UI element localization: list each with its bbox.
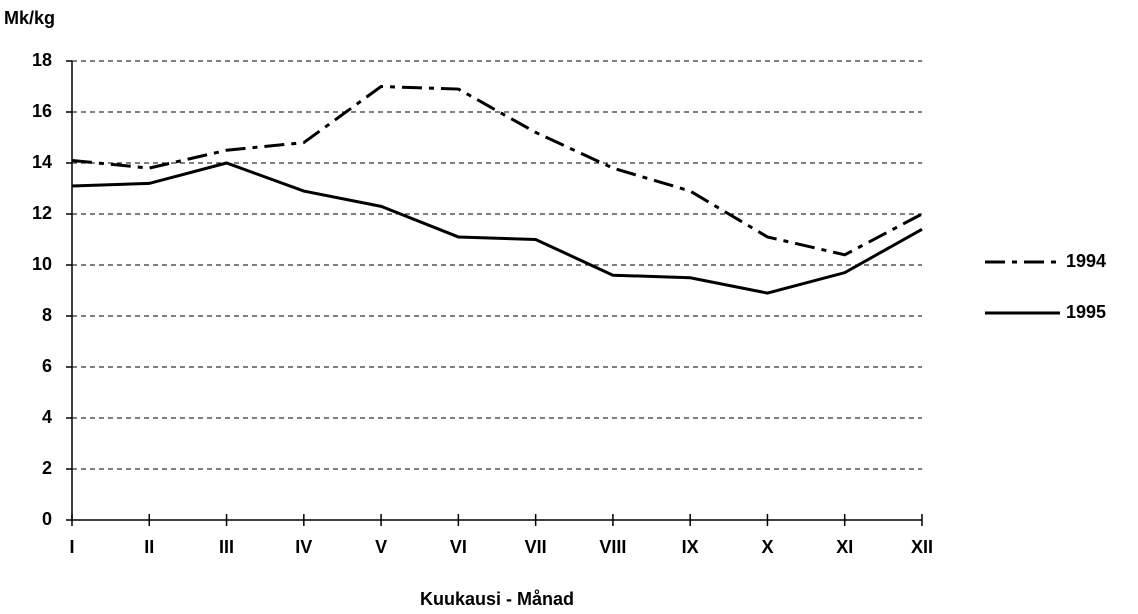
y-tick-label: 8	[42, 305, 52, 325]
x-tick-label: VII	[525, 537, 547, 557]
y-tick-label: 4	[42, 407, 52, 427]
y-tick-label: 2	[42, 458, 52, 478]
y-tick-label: 12	[32, 203, 52, 223]
y-tick-label: 14	[32, 152, 52, 172]
y-tick-label: 10	[32, 254, 52, 274]
x-tick-label: X	[761, 537, 773, 557]
x-tick-label: XI	[836, 537, 853, 557]
legend-label: 1994	[1066, 251, 1106, 271]
x-tick-label: IV	[295, 537, 312, 557]
x-tick-label: III	[219, 537, 234, 557]
x-tick-label: IX	[682, 537, 699, 557]
y-tick-label: 0	[42, 509, 52, 529]
x-tick-label: V	[375, 537, 387, 557]
y-tick-label: 16	[32, 101, 52, 121]
x-axis-title: Kuukausi - Månad	[420, 589, 574, 609]
legend-label: 1995	[1066, 302, 1106, 322]
x-tick-label: XII	[911, 537, 933, 557]
x-tick-label: II	[144, 537, 154, 557]
x-tick-label: VIII	[599, 537, 626, 557]
x-tick-label: I	[69, 537, 74, 557]
series-line	[71, 161, 923, 295]
y-tick-label: 18	[32, 50, 52, 70]
x-tick-label: VI	[450, 537, 467, 557]
y-axis-title: Mk/kg	[4, 8, 55, 28]
y-tick-label: 6	[42, 356, 52, 376]
